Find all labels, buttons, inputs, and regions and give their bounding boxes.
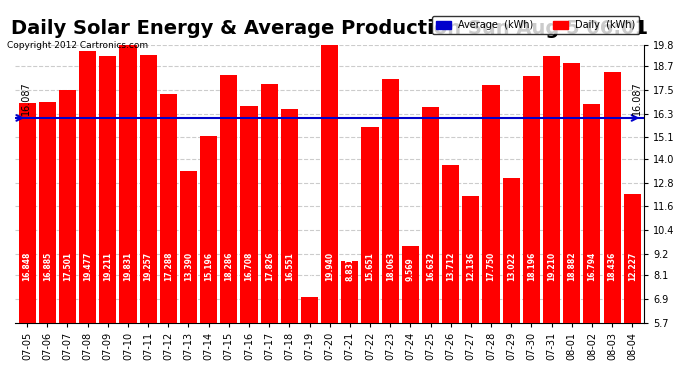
Text: 16.848: 16.848 [23, 252, 32, 281]
Text: 16.794: 16.794 [587, 252, 596, 281]
Text: 19.940: 19.940 [325, 252, 334, 281]
Bar [180, 171, 197, 375]
Text: 18.196: 18.196 [527, 252, 536, 281]
Bar [59, 90, 76, 375]
Bar [200, 135, 217, 375]
Bar [139, 56, 157, 375]
Text: 7.003: 7.003 [305, 257, 314, 281]
Text: 13.022: 13.022 [506, 252, 515, 281]
Bar [523, 76, 540, 375]
Bar [301, 297, 318, 375]
Bar [604, 72, 620, 375]
Text: 17.750: 17.750 [486, 252, 495, 281]
Text: 13.390: 13.390 [184, 252, 193, 281]
Bar [119, 44, 137, 375]
Bar [19, 103, 36, 375]
Bar [281, 109, 298, 375]
Legend: Average  (kWh), Daily  (kWh): Average (kWh), Daily (kWh) [432, 16, 640, 34]
Text: 12.227: 12.227 [628, 252, 637, 281]
Bar [462, 196, 480, 375]
Bar [39, 102, 56, 375]
Bar [362, 126, 379, 375]
Bar [382, 79, 399, 375]
Text: 17.501: 17.501 [63, 252, 72, 281]
Text: 19.831: 19.831 [124, 252, 132, 281]
Text: 19.477: 19.477 [83, 252, 92, 281]
Text: 19.211: 19.211 [104, 252, 112, 281]
Bar [543, 56, 560, 375]
Text: 18.436: 18.436 [608, 252, 617, 281]
Bar [422, 107, 439, 375]
Text: 19.257: 19.257 [144, 252, 152, 281]
Text: 19.210: 19.210 [547, 252, 556, 281]
Text: 16.632: 16.632 [426, 252, 435, 281]
Bar [220, 75, 237, 375]
Text: 15.196: 15.196 [204, 252, 213, 281]
Text: 12.136: 12.136 [466, 252, 475, 281]
Text: 16.885: 16.885 [43, 252, 52, 281]
Text: 13.712: 13.712 [446, 252, 455, 281]
Title: Daily Solar Energy & Average Production Sun Aug 5 06:01: Daily Solar Energy & Average Production … [11, 19, 648, 38]
Bar [502, 178, 520, 375]
Bar [442, 165, 460, 375]
Text: 18.286: 18.286 [224, 252, 233, 281]
Bar [99, 56, 117, 375]
Text: 16.087: 16.087 [21, 81, 31, 115]
Text: 17.826: 17.826 [265, 252, 274, 281]
Bar [482, 85, 500, 375]
Bar [402, 246, 419, 375]
Bar [624, 194, 641, 375]
Text: 17.288: 17.288 [164, 251, 172, 281]
Bar [79, 51, 96, 375]
Bar [321, 42, 338, 375]
Bar [583, 104, 600, 375]
Text: 18.063: 18.063 [386, 252, 395, 281]
Bar [563, 63, 580, 375]
Bar [240, 106, 257, 375]
Text: 15.651: 15.651 [366, 252, 375, 281]
Bar [342, 261, 358, 375]
Text: Copyright 2012 Cartronics.com: Copyright 2012 Cartronics.com [7, 41, 148, 50]
Text: 16.551: 16.551 [285, 252, 294, 281]
Text: 16.708: 16.708 [244, 252, 253, 281]
Text: 9.569: 9.569 [406, 257, 415, 281]
Text: 16.087: 16.087 [632, 81, 642, 115]
Text: 8.831: 8.831 [345, 257, 355, 281]
Text: 18.882: 18.882 [567, 251, 576, 281]
Bar [261, 84, 278, 375]
Bar [159, 94, 177, 375]
